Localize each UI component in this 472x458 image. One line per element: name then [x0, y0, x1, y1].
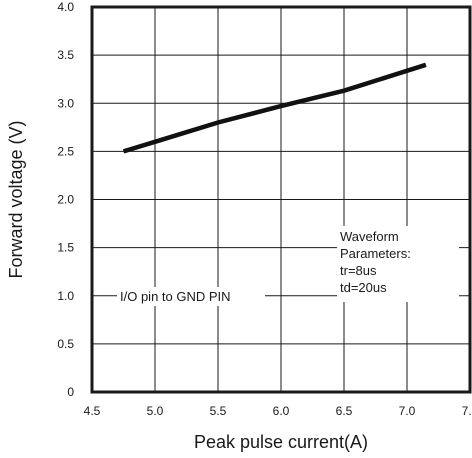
y-tick-label: 2.5 — [57, 144, 74, 158]
y-tick-label: 3.5 — [57, 48, 74, 62]
x-tick-label: 6.0 — [273, 404, 290, 418]
x-tick-label: 5.0 — [147, 404, 164, 418]
grid — [92, 7, 470, 392]
y-tick-label: 1.5 — [57, 241, 74, 255]
tick-labels: 4.5 5.0 5.5 6.0 6.5 7.0 7.5 0 0.5 1.0 1.5 2.0 2.5 3.0… — [57, 0, 472, 418]
x-tick-label: 4.5 — [84, 404, 101, 418]
annotation-waveform-line: Parameters: — [340, 246, 411, 261]
y-axis-title: Forward voltage (V) — [6, 120, 26, 278]
annotation-background — [337, 226, 459, 302]
annotations: I/O pin to GND PIN Waveform Parameters: tr=… — [117, 226, 459, 306]
y-tick-label: 2.0 — [57, 193, 74, 207]
y-tick-label: 0.5 — [57, 337, 74, 351]
x-axis-title: Peak pulse current(A) — [194, 432, 368, 452]
y-tick-label: 4.0 — [57, 0, 74, 14]
x-tick-label: 6.5 — [336, 404, 353, 418]
plot-frame — [90, 5, 472, 394]
x-tick-label: 7.0 — [399, 404, 416, 418]
y-tick-label: 3.0 — [57, 96, 74, 110]
y-tick-label: 0 — [67, 385, 74, 399]
annotation-waveform-line: Waveform — [340, 229, 399, 244]
x-tick-label: 7.5 — [462, 404, 472, 418]
annotation-waveform-line: td=20us — [340, 280, 387, 295]
annotation-waveform-line: tr=8us — [340, 263, 377, 278]
series-layer — [122, 62, 427, 154]
series-line — [122, 62, 427, 154]
y-tick-label: 1.0 — [57, 289, 74, 303]
x-tick-label: 5.5 — [210, 404, 227, 418]
annotation-io-pin: I/O pin to GND PIN — [120, 289, 231, 304]
annotation-background — [117, 287, 265, 306]
